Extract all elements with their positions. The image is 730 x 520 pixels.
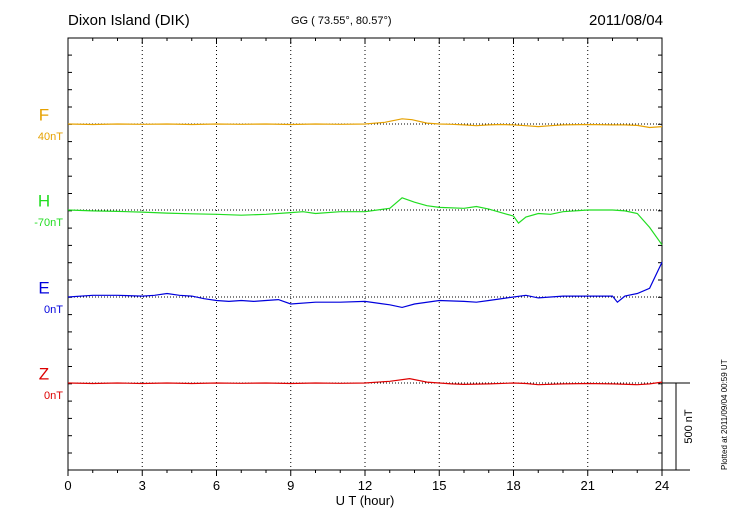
series-z: [67, 377, 663, 386]
x-tick-label: 21: [581, 478, 595, 493]
station-title: Dixon Island (DIK): [68, 12, 190, 29]
x-tick-label: 18: [506, 478, 520, 493]
geographic-coords: GG ( 73.55°, 80.57°): [291, 15, 392, 27]
series-offset-h: -70nT: [34, 217, 63, 229]
date-label: 2011/08/04: [589, 12, 663, 29]
x-axis-label: U T (hour): [336, 493, 395, 508]
series-offset-z: 0nT: [44, 390, 63, 402]
x-tick-label: 24: [655, 478, 669, 493]
scale-bar-label: 500 nT: [683, 409, 695, 444]
x-tick-label: 12: [358, 478, 372, 493]
x-tick-label: 0: [64, 478, 71, 493]
series-name-h: H: [38, 192, 50, 211]
x-tick-label: 3: [139, 478, 146, 493]
series-h: [67, 197, 663, 246]
series-e: [67, 261, 663, 309]
series-f: [67, 118, 663, 129]
series-offset-f: 40nT: [38, 131, 63, 143]
x-tick-label: 6: [213, 478, 220, 493]
series-name-z: Z: [39, 365, 49, 384]
series-name-e: E: [38, 279, 49, 298]
x-tick-label: 9: [287, 478, 294, 493]
series-offset-e: 0nT: [44, 304, 63, 316]
x-tick-label: 15: [432, 478, 446, 493]
series-name-f: F: [39, 106, 49, 125]
